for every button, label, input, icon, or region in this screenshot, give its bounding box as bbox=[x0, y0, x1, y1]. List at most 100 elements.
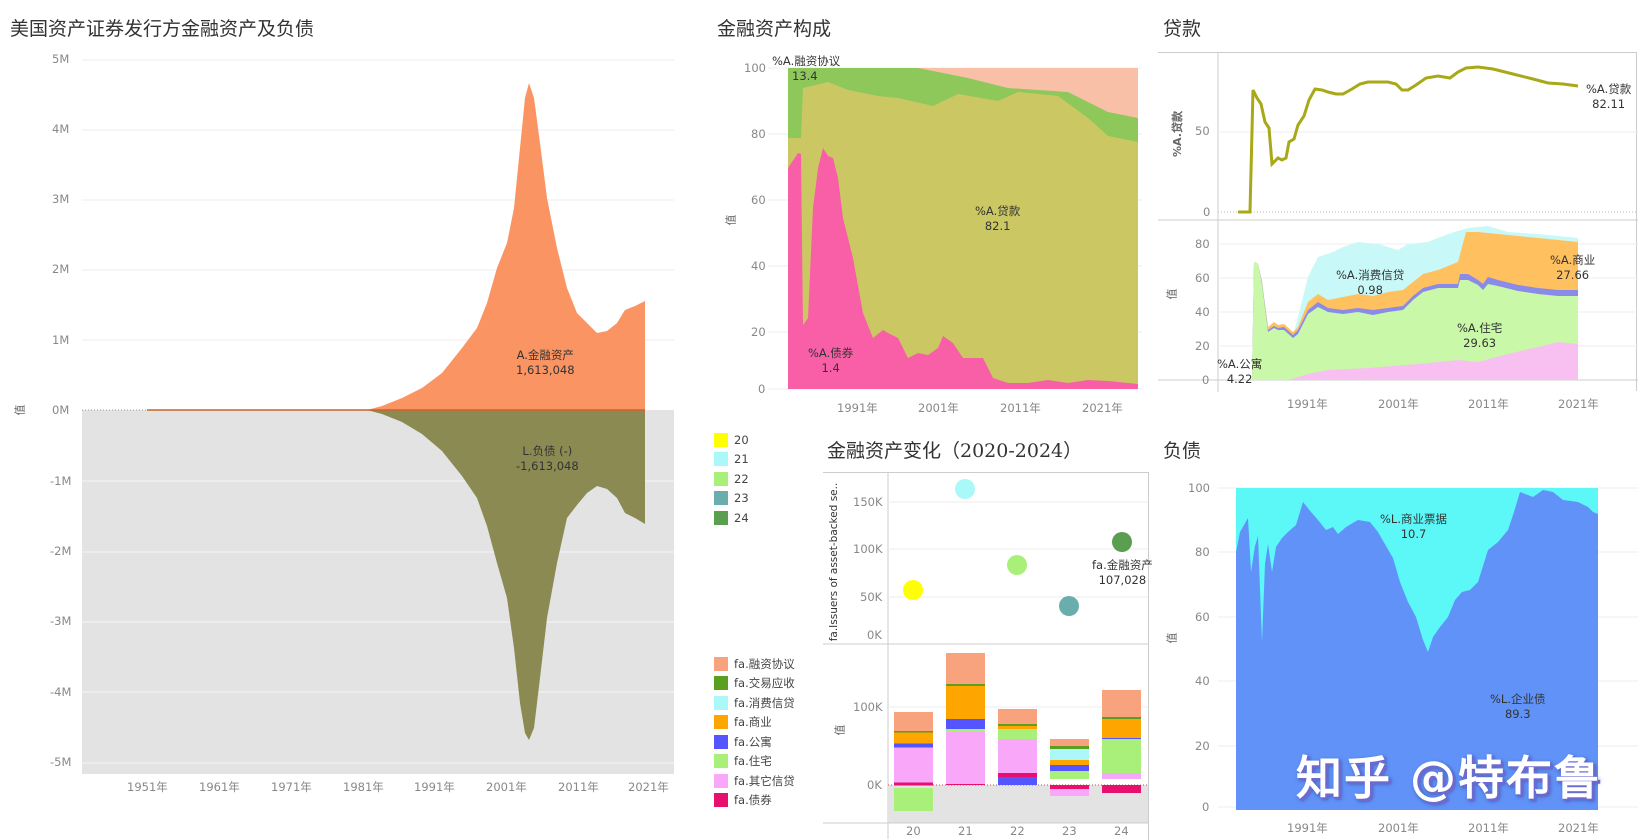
swatch-icon bbox=[714, 773, 728, 788]
swatch-icon bbox=[714, 452, 728, 467]
change-scatter-plot bbox=[823, 472, 1148, 839]
y-tick: 0K bbox=[867, 628, 882, 642]
y-tick: 0M bbox=[52, 403, 70, 417]
y-tick: 0 bbox=[1203, 205, 1211, 219]
swatch-icon bbox=[714, 754, 728, 769]
scatter-annotation: fa.金融资产 107,028 bbox=[1092, 558, 1153, 587]
bonds-annotation: %A.债券 1.4 bbox=[808, 346, 854, 375]
y-tick: -1M bbox=[50, 474, 72, 488]
composition-chart-ylabel: 值 bbox=[724, 214, 738, 226]
multifamily-annotation: %A.公寓 4.22 bbox=[1217, 357, 1263, 386]
y-tick: 60 bbox=[1195, 271, 1210, 285]
y-tick: 4M bbox=[52, 122, 70, 136]
x-tick: 1991年 bbox=[414, 780, 455, 794]
loans-line-annotation: %A.贷款 82.11 bbox=[1586, 82, 1632, 111]
loans-chart-frame bbox=[1158, 52, 1637, 391]
legend-item[interactable]: 23 bbox=[714, 489, 749, 509]
legend-item[interactable]: 20 bbox=[714, 430, 749, 450]
x-tick: 2021年 bbox=[1082, 401, 1123, 415]
main-chart-title: 美国资产证券发行方金融资产及负债 bbox=[10, 18, 315, 40]
y-tick: -4M bbox=[50, 685, 72, 699]
swatch-icon bbox=[714, 491, 728, 506]
swatch-icon bbox=[714, 432, 728, 447]
repo-annotation: %A.融资协议 13.4 bbox=[772, 54, 841, 83]
composition-chart-plot bbox=[768, 67, 1142, 390]
x-tick: 24 bbox=[1114, 824, 1129, 838]
swatch-icon bbox=[714, 793, 728, 808]
corp-annotation: %L.企业债 89.3 bbox=[1490, 692, 1546, 721]
y-tick: 50K bbox=[860, 590, 883, 604]
watermark: 知乎 @特布鲁 bbox=[1296, 751, 1603, 805]
loans-chart-title: 贷款 bbox=[1163, 18, 1202, 40]
x-tick: 22 bbox=[1010, 824, 1025, 838]
y-tick: 0 bbox=[1202, 373, 1210, 387]
legend-item[interactable]: 22 bbox=[714, 469, 749, 489]
x-tick: 1991年 bbox=[1287, 821, 1328, 835]
change-bar-plot bbox=[823, 653, 1148, 824]
x-tick: 2001年 bbox=[1378, 821, 1419, 835]
legend-item[interactable]: fa.商业 bbox=[714, 713, 795, 733]
change-chart-frame bbox=[823, 472, 1149, 840]
y-tick: 60 bbox=[751, 193, 766, 207]
x-tick: 2021年 bbox=[1558, 397, 1599, 411]
main-chart-ylabel: 值 bbox=[13, 404, 27, 416]
x-tick: 2001年 bbox=[1378, 397, 1419, 411]
item-legend: fa.融资协议 fa.交易应收 fa.消费信贷 fa.商业 fa.公寓 fa.住… bbox=[714, 654, 795, 810]
y-tick: 3M bbox=[52, 192, 70, 206]
cp-annotation: %L.商业票据 10.7 bbox=[1380, 512, 1447, 541]
y-tick: 20 bbox=[1195, 339, 1210, 353]
y-tick: 0K bbox=[867, 778, 882, 792]
swatch-icon bbox=[714, 715, 728, 730]
y-tick: -3M bbox=[50, 614, 72, 628]
legend-item[interactable]: fa.公寓 bbox=[714, 732, 795, 752]
swatch-icon bbox=[714, 734, 728, 749]
y-tick: 100K bbox=[853, 542, 883, 556]
x-tick: 2011年 bbox=[558, 780, 599, 794]
legend-item[interactable]: fa.其它信贷 bbox=[714, 771, 795, 791]
x-tick: 2001年 bbox=[918, 401, 959, 415]
legend-item[interactable]: 24 bbox=[714, 508, 749, 528]
y-tick: 60 bbox=[1195, 610, 1210, 624]
legend-item[interactable]: fa.交易应收 bbox=[714, 674, 795, 694]
swatch-icon bbox=[714, 471, 728, 486]
x-tick: 2011年 bbox=[1468, 821, 1509, 835]
legend-item[interactable]: fa.消费信贷 bbox=[714, 693, 795, 713]
scatter-ylabel: fa.Issuers of asset-backed se.. bbox=[828, 482, 840, 642]
swatch-icon bbox=[714, 676, 728, 691]
liabilities-chart-plot bbox=[1218, 487, 1638, 810]
loans-top-ylabel: %A.贷款 bbox=[1170, 111, 1184, 157]
y-tick: 40 bbox=[1195, 674, 1210, 688]
year-legend: 20 21 22 23 24 bbox=[714, 430, 749, 528]
y-tick: 20 bbox=[751, 325, 766, 339]
legend-item[interactable]: fa.融资协议 bbox=[714, 654, 795, 674]
swatch-icon bbox=[714, 656, 728, 671]
x-tick: 23 bbox=[1062, 824, 1077, 838]
y-tick: 50 bbox=[1195, 124, 1210, 138]
y-tick: 80 bbox=[1195, 237, 1210, 251]
x-tick: 21 bbox=[958, 824, 973, 838]
liability-annotation: L.负债 (-) -1,613,048 bbox=[516, 444, 579, 473]
liabilities-chart-title: 负债 bbox=[1163, 440, 1202, 462]
legend-item[interactable]: fa.债券 bbox=[714, 791, 795, 811]
y-tick: 100 bbox=[1188, 481, 1210, 495]
asset-annotation: A.金融资产 1,613,048 bbox=[516, 348, 575, 377]
residential-annotation: %A.住宅 29.63 bbox=[1457, 321, 1503, 350]
loans-annotation: %A.贷款 82.1 bbox=[975, 204, 1021, 233]
bar-ylabel: 值 bbox=[833, 724, 847, 736]
x-tick: 2011年 bbox=[1468, 397, 1509, 411]
x-tick: 1971年 bbox=[271, 780, 312, 794]
composition-chart-title: 金融资产构成 bbox=[717, 18, 832, 40]
main-chart-plot bbox=[82, 59, 674, 774]
x-tick: 2021年 bbox=[1558, 821, 1599, 835]
x-tick: 1991年 bbox=[837, 401, 878, 415]
x-tick: 20 bbox=[906, 824, 921, 838]
x-tick: 1961年 bbox=[199, 780, 240, 794]
liabilities-ylabel: 值 bbox=[1165, 632, 1179, 644]
swatch-icon bbox=[714, 510, 728, 525]
change-chart-title: 金融资产变化（2020-2024） bbox=[827, 440, 1083, 462]
legend-item[interactable]: fa.住宅 bbox=[714, 752, 795, 772]
y-tick: 2M bbox=[52, 262, 70, 276]
y-tick: 100K bbox=[853, 700, 883, 714]
y-tick: 80 bbox=[751, 127, 766, 141]
legend-item[interactable]: 21 bbox=[714, 450, 749, 470]
